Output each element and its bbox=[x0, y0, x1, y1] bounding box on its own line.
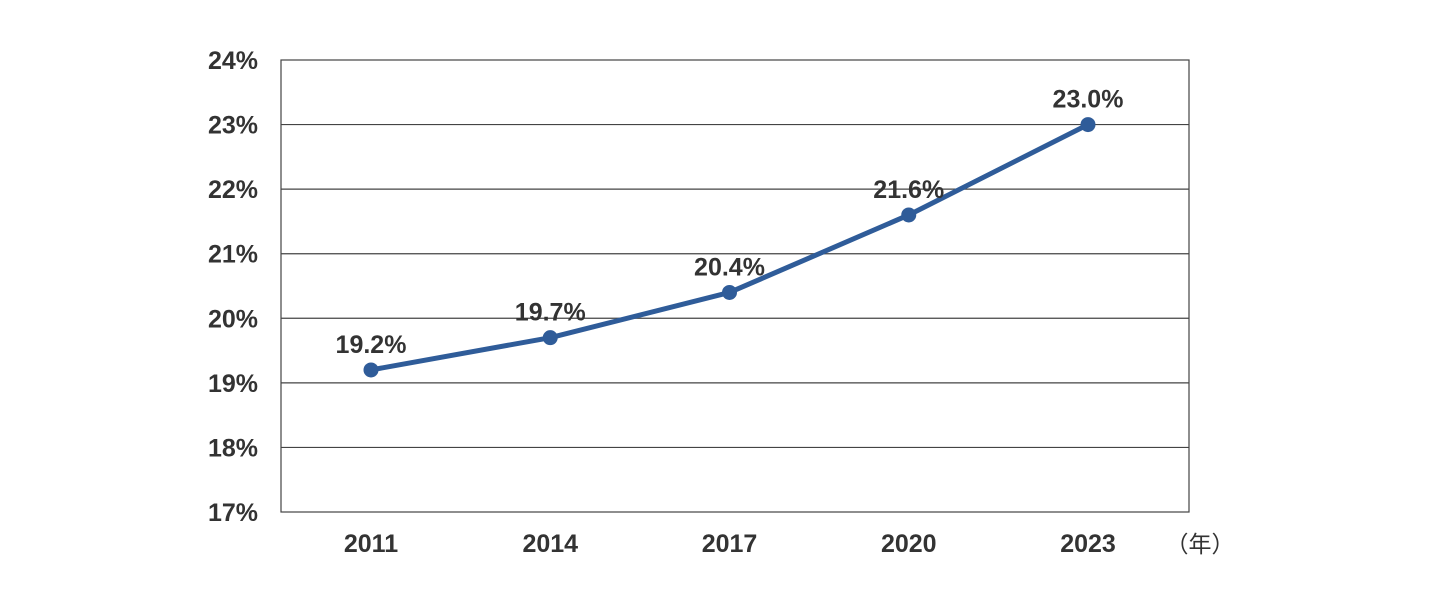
data-point bbox=[901, 207, 917, 223]
data-point bbox=[542, 330, 558, 346]
data-label: 19.7% bbox=[515, 299, 586, 327]
data-labels: 19.2% 19.7% 20.4% 21.6% 23.0% bbox=[336, 86, 1124, 359]
data-label: 19.2% bbox=[336, 331, 407, 359]
x-tick-label: 2023 bbox=[1060, 530, 1116, 558]
y-tick-label: 21% bbox=[208, 241, 258, 269]
data-label: 20.4% bbox=[694, 253, 765, 281]
gridlines bbox=[281, 123, 1189, 449]
y-axis-ticks: 17% 18% 19% 20% 21% 22% 23% 24% bbox=[208, 47, 258, 527]
y-tick-label: 19% bbox=[208, 370, 258, 398]
y-tick-label: 23% bbox=[208, 112, 258, 140]
y-tick-label: 17% bbox=[208, 499, 258, 527]
series-layer bbox=[363, 117, 1096, 378]
data-label: 21.6% bbox=[873, 176, 944, 204]
x-tick-label: 2017 bbox=[702, 530, 758, 558]
series-line bbox=[368, 122, 1091, 373]
y-tick-label: 22% bbox=[208, 176, 258, 204]
data-point bbox=[363, 362, 379, 378]
plot-border bbox=[280, 59, 1190, 513]
y-tick-label: 18% bbox=[208, 434, 258, 462]
y-tick-label: 24% bbox=[208, 47, 258, 75]
x-axis-unit-label: （年） bbox=[1166, 532, 1235, 558]
data-point bbox=[1080, 117, 1096, 133]
x-tick-label: 2011 bbox=[344, 530, 398, 558]
plot-area bbox=[280, 59, 1190, 513]
y-tick-label: 20% bbox=[208, 305, 258, 333]
x-tick-label: 2020 bbox=[881, 530, 937, 558]
data-label: 23.0% bbox=[1053, 86, 1124, 114]
x-axis-ticks: 2011 2014 2017 2020 2023 bbox=[344, 530, 1116, 558]
data-point bbox=[722, 284, 737, 300]
x-tick-label: 2014 bbox=[522, 530, 578, 558]
